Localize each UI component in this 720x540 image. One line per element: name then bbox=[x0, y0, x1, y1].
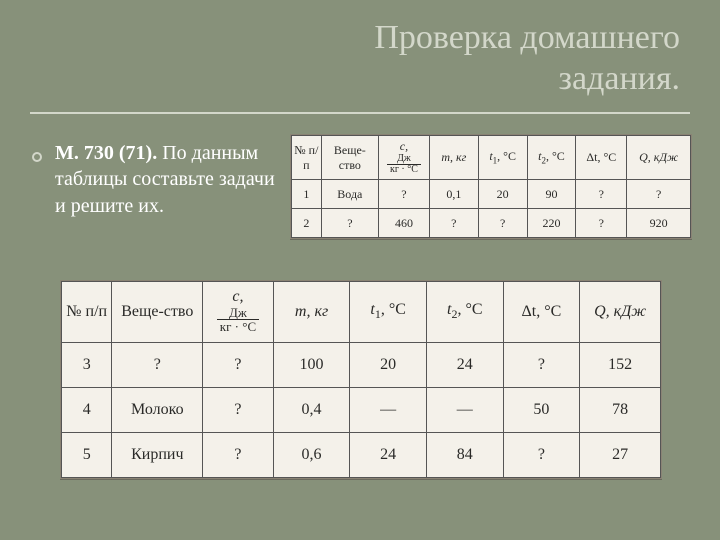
table1-row: 1Вода?0,12090?? bbox=[292, 180, 691, 209]
h-n: № п/п bbox=[62, 282, 112, 343]
table1-header-row: № п/п Веще-ство c, Джкг · °C m, кг t1, °… bbox=[292, 136, 691, 180]
h-t1: t1, °C bbox=[350, 282, 427, 343]
data-table-2: № п/п Веще-ство c, Джкг · °C m, кг t1, °… bbox=[60, 280, 662, 479]
h-t1: t1, °C bbox=[478, 136, 527, 180]
table2-row: 4Молоко?0,4——5078 bbox=[62, 388, 661, 433]
h-subst: Веще-ство bbox=[321, 136, 378, 180]
h-n: № п/п bbox=[292, 136, 322, 180]
h-m: m, кг bbox=[273, 282, 350, 343]
h-subst: Веще-ство bbox=[112, 282, 203, 343]
h-dt: Δt, °C bbox=[503, 282, 580, 343]
slide-title: Проверка домашнего задания. bbox=[170, 18, 680, 100]
data-table-1: № п/п Веще-ство c, Джкг · °C m, кг t1, °… bbox=[290, 134, 692, 239]
h-dt: Δt, °C bbox=[576, 136, 627, 180]
h-t2: t2, °C bbox=[527, 136, 576, 180]
table2-row: 3??1002024?152 bbox=[62, 343, 661, 388]
h-m: m, кг bbox=[429, 136, 478, 180]
task-number: М. 730 (71). bbox=[55, 142, 157, 164]
title-line-1: Проверка домашнего bbox=[374, 19, 680, 56]
h-t2: t2, °C bbox=[426, 282, 503, 343]
h-c: c, Джкг · °C bbox=[203, 282, 274, 343]
table2-header-row: № п/п Веще-ство c, Джкг · °C m, кг t1, °… bbox=[62, 282, 661, 343]
title-underline bbox=[30, 112, 690, 114]
task-text: М. 730 (71). По данным таблицы составьте… bbox=[55, 140, 285, 219]
h-q: Q, кДж bbox=[580, 282, 661, 343]
bullet-icon bbox=[32, 152, 42, 162]
h-c: c, Джкг · °C bbox=[379, 136, 430, 180]
h-q: Q, кДж bbox=[627, 136, 691, 180]
title-line-2: задания. bbox=[559, 60, 680, 97]
table1-row: 2?460??220?920 bbox=[292, 209, 691, 238]
table2-row: 5Кирпич?0,62484?27 bbox=[62, 433, 661, 478]
